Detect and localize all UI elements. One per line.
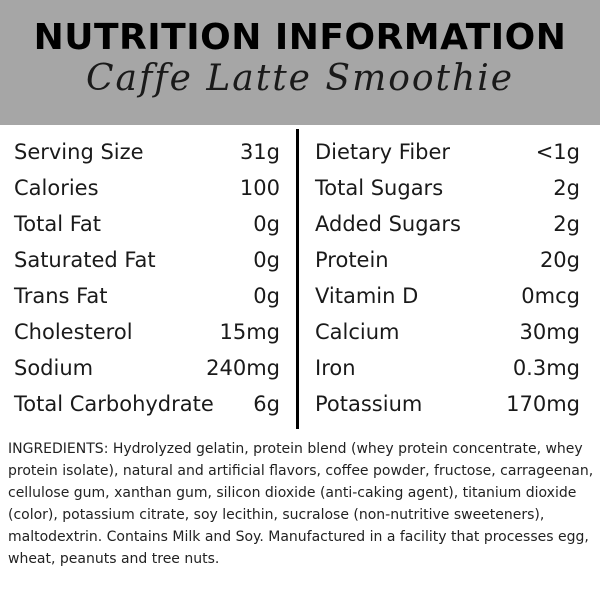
nutrient-row: Trans Fat 0g: [14, 278, 280, 314]
nutrient-label: Total Carbohydrate: [14, 392, 214, 416]
nutrient-value: 0.3mg: [512, 356, 580, 380]
ingredients-text: INGREDIENTS: Hydrolyzed gelatin, protein…: [8, 441, 594, 567]
nutrient-label: Total Fat: [14, 212, 101, 236]
nutrient-value: 170mg: [506, 392, 580, 416]
header-banner: NUTRITION INFORMATION Caffe Latte Smooth…: [0, 0, 600, 125]
nutrient-label: Potassium: [315, 392, 423, 416]
nutrient-row: Dietary Fiber <1g: [315, 134, 580, 170]
nutrient-label: Iron: [315, 356, 356, 380]
nutrient-value: 15mg: [219, 320, 280, 344]
nutrient-value: 0g: [253, 248, 280, 272]
nutrient-row: Sodium 240mg: [14, 350, 280, 386]
nutrient-row: Added Sugars 2g: [315, 206, 580, 242]
nutrient-label: Protein: [315, 248, 389, 272]
nutrition-column-left: Serving Size 31g Calories 100 Total Fat …: [14, 134, 280, 422]
nutrient-value: 20g: [539, 248, 580, 272]
nutrient-label: Vitamin D: [315, 284, 419, 308]
nutrient-row: Serving Size 31g: [14, 134, 280, 170]
nutrient-value: 0g: [253, 284, 280, 308]
nutrient-value: 2g: [553, 176, 580, 200]
nutrient-label: Trans Fat: [14, 284, 108, 308]
nutrient-row: Calories 100: [14, 170, 280, 206]
product-name: Caffe Latte Smoothie: [85, 58, 515, 99]
nutrient-row: Total Fat 0g: [14, 206, 280, 242]
nutrient-row: Total Carbohydrate 6g: [14, 386, 280, 422]
nutrient-label: Dietary Fiber: [315, 140, 451, 164]
nutrient-label: Added Sugars: [315, 212, 461, 236]
nutrient-label: Total Sugars: [315, 176, 444, 200]
nutrient-value: 100: [239, 176, 280, 200]
nutrient-row: Saturated Fat 0g: [14, 242, 280, 278]
page-title: NUTRITION INFORMATION: [33, 17, 567, 58]
nutrient-value: 2g: [553, 212, 580, 236]
nutrient-value: 0g: [253, 212, 280, 236]
nutrient-row: Iron 0.3mg: [315, 350, 580, 386]
nutrient-label: Sodium: [14, 356, 94, 380]
nutrient-label: Cholesterol: [14, 320, 133, 344]
nutrient-value: 6g: [253, 392, 280, 416]
nutrient-label: Calories: [14, 176, 99, 200]
nutrient-value: 240mg: [206, 356, 280, 380]
nutrient-row: Cholesterol 15mg: [14, 314, 280, 350]
nutrient-value: 0mcg: [521, 284, 580, 308]
nutrient-label: Saturated Fat: [14, 248, 156, 272]
nutrient-value: 31g: [239, 140, 280, 164]
nutrient-row: Protein 20g: [315, 242, 580, 278]
nutrient-label: Serving Size: [14, 140, 144, 164]
nutrient-value: 30mg: [519, 320, 580, 344]
nutrient-row: Potassium 170mg: [315, 386, 580, 422]
nutrient-row: Vitamin D 0mcg: [315, 278, 580, 314]
nutrient-value: <1g: [535, 140, 580, 164]
nutrient-row: Total Sugars 2g: [315, 170, 580, 206]
nutrient-row: Calcium 30mg: [315, 314, 580, 350]
column-divider: [296, 129, 299, 429]
nutrition-column-right: Dietary Fiber <1g Total Sugars 2g Added …: [315, 134, 580, 422]
nutrient-label: Calcium: [315, 320, 400, 344]
